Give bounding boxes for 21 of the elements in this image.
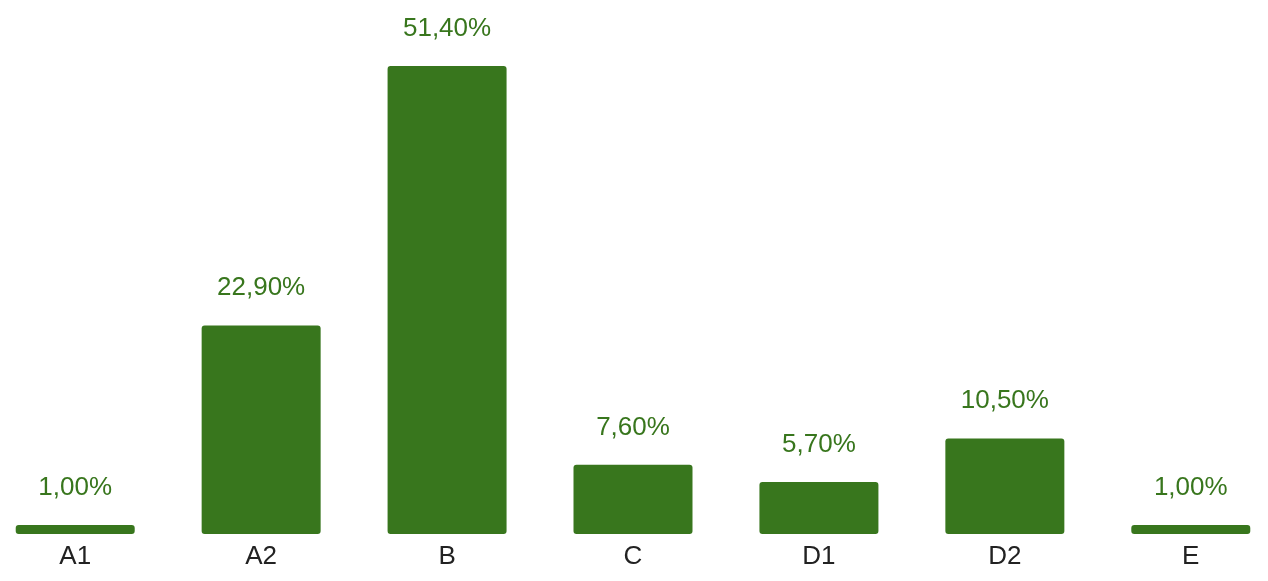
bar [387,66,507,534]
x-tick-label: A1 [59,540,92,570]
data-label: 7,60% [596,410,670,441]
bar [1131,524,1251,534]
data-label: 1,00% [1153,470,1228,501]
x-tick-label: D1 [802,540,836,570]
x-tick-label: C [623,540,643,570]
data-label: 5,70% [782,428,856,459]
data-label: 1,00% [38,470,113,501]
data-label: 22,90% [217,271,306,302]
bar [945,438,1065,534]
bar [15,524,135,534]
x-tick-label: D2 [988,540,1022,570]
x-tick-label: E [1182,540,1200,570]
x-tick-label: A2 [245,540,278,570]
data-label: 51,40% [402,12,492,42]
bar [759,482,879,534]
bar [573,464,693,534]
bar [201,325,321,534]
data-label: 10,50% [960,384,1049,415]
x-tick-label: B [438,540,456,570]
